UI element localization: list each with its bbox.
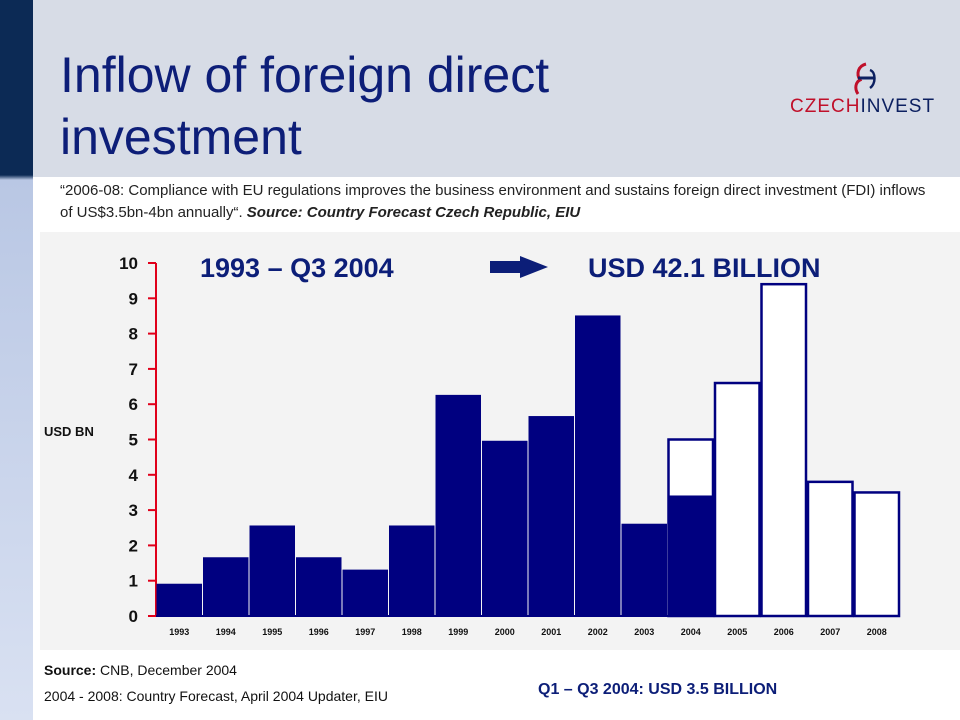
- y-tick-label: 9: [129, 289, 138, 308]
- x-tick-label: 1995: [262, 627, 282, 637]
- x-tick-label: 1994: [216, 627, 236, 637]
- x-tick-label: 2003: [634, 627, 654, 637]
- x-tick-label: 2008: [867, 627, 887, 637]
- bar-forecast: [806, 480, 854, 618]
- headline-period: 1993 – Q3 2004: [200, 253, 394, 283]
- x-tick-label: 1996: [309, 627, 329, 637]
- bar-actual: [435, 394, 481, 617]
- bar-actual: [389, 525, 435, 617]
- y-tick-label: 10: [119, 254, 138, 273]
- y-tick-label: 8: [129, 325, 138, 344]
- bar-actual: [528, 416, 574, 617]
- x-tick-label: 2006: [774, 627, 794, 637]
- header-band: [33, 0, 960, 177]
- logo-part1: CZECH: [790, 96, 861, 117]
- footer-source-text: CNB, December 2004: [96, 662, 237, 678]
- arrow-right-icon: [490, 256, 548, 278]
- logo-part2: INVEST: [860, 96, 936, 117]
- x-tick-label: 2005: [727, 627, 747, 637]
- headline-total: USD 42.1 BILLION: [588, 253, 821, 283]
- bar-actual: [249, 525, 295, 617]
- bar-forecast: [853, 491, 901, 618]
- left-decor-band: [0, 0, 33, 720]
- bar-actual: [296, 557, 342, 617]
- bar-actual: [156, 583, 202, 617]
- x-tick-label: 2007: [820, 627, 840, 637]
- footer-source-label: Source:: [44, 662, 97, 678]
- footer-q-total: Q1 – Q3 2004: USD 3.5 BILLION: [538, 681, 778, 698]
- y-tick-label: 0: [129, 607, 138, 626]
- footer-source: Source: CNB, December 2004: [44, 662, 237, 678]
- bar-actual: [203, 557, 249, 617]
- bars-group: [156, 282, 901, 618]
- bar-actual: [668, 495, 714, 617]
- bar-actual: [342, 569, 388, 617]
- x-tick-label: 1997: [355, 627, 375, 637]
- x-tick-label: 2002: [588, 627, 608, 637]
- x-labels-group: 1993 1994 1995 1996 1997 1998 1999 2000 2001 2002…: [169, 627, 887, 637]
- y-tick-label: 4: [129, 466, 139, 485]
- footer-forecast-note: 2004 - 2008: Country Forecast, April 200…: [44, 688, 388, 704]
- y-axis-label: USD BN: [44, 424, 94, 439]
- x-tick-label: 2000: [495, 627, 515, 637]
- bar-actual: [575, 315, 621, 617]
- x-tick-label: 1993: [169, 627, 189, 637]
- eiu-quote: “2006-08: Compliance with EU regulations…: [60, 180, 940, 224]
- y-tick-label: 1: [129, 572, 138, 591]
- y-tick-label: 6: [129, 395, 138, 414]
- bar-actual: [621, 523, 667, 617]
- logo-mark-icon: [854, 62, 876, 95]
- y-tick-label: 5: [129, 431, 138, 450]
- bar-forecast: [760, 282, 808, 618]
- x-tick-label: 1999: [448, 627, 468, 637]
- quote-text: “2006-08: Compliance with EU regulations…: [60, 182, 926, 221]
- quote-source: Source: Country Forecast Czech Republic,…: [246, 204, 581, 221]
- y-tick-label: 7: [129, 360, 138, 379]
- bar-actual: [482, 440, 528, 617]
- bar-forecast: [713, 381, 761, 618]
- slide-title: Inflow of foreign direct investment: [60, 47, 550, 165]
- y-tick-label: 3: [129, 501, 138, 520]
- czechinvest-logo: CZECHINVEST: [790, 60, 950, 120]
- x-tick-label: 2001: [541, 627, 561, 637]
- x-tick-label: 1998: [402, 627, 422, 637]
- x-tick-label: 2004: [681, 627, 701, 637]
- y-tick-label: 2: [129, 536, 138, 555]
- logo-wordmark: CZECHINVEST: [790, 96, 935, 118]
